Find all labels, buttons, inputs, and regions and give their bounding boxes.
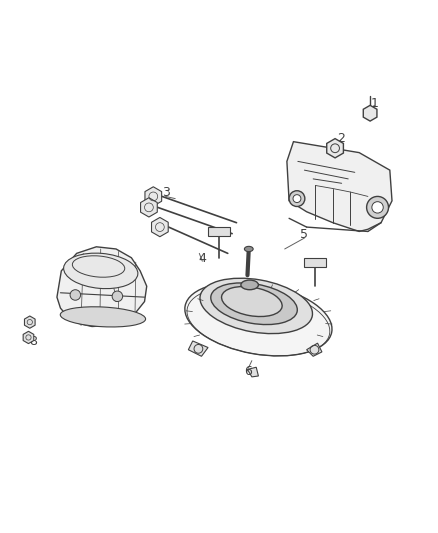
Text: 6: 6 — [244, 365, 252, 378]
Text: 3: 3 — [162, 187, 170, 199]
Circle shape — [367, 197, 389, 219]
Text: 4: 4 — [198, 252, 206, 265]
Polygon shape — [327, 139, 343, 158]
Text: 2: 2 — [337, 132, 345, 144]
Polygon shape — [208, 227, 230, 236]
Ellipse shape — [241, 280, 258, 290]
Text: 1: 1 — [371, 97, 378, 110]
Ellipse shape — [222, 287, 282, 317]
Polygon shape — [247, 367, 258, 377]
Ellipse shape — [211, 283, 297, 325]
Circle shape — [112, 291, 123, 302]
Polygon shape — [23, 332, 34, 344]
Polygon shape — [57, 247, 147, 327]
Polygon shape — [307, 343, 322, 356]
Polygon shape — [145, 187, 162, 206]
Circle shape — [293, 195, 301, 203]
Polygon shape — [287, 142, 392, 231]
Circle shape — [289, 191, 305, 206]
Ellipse shape — [244, 246, 253, 252]
Text: 5: 5 — [300, 229, 308, 241]
Polygon shape — [363, 106, 377, 121]
Polygon shape — [25, 316, 35, 328]
Ellipse shape — [64, 253, 138, 289]
Ellipse shape — [60, 307, 145, 327]
Polygon shape — [141, 198, 157, 217]
Polygon shape — [188, 341, 208, 356]
Ellipse shape — [200, 278, 312, 334]
Polygon shape — [304, 258, 326, 266]
Text: 7: 7 — [113, 292, 121, 304]
Ellipse shape — [185, 282, 332, 356]
Circle shape — [70, 290, 81, 300]
Polygon shape — [152, 217, 168, 237]
Text: 8: 8 — [29, 335, 37, 349]
Circle shape — [372, 201, 383, 213]
